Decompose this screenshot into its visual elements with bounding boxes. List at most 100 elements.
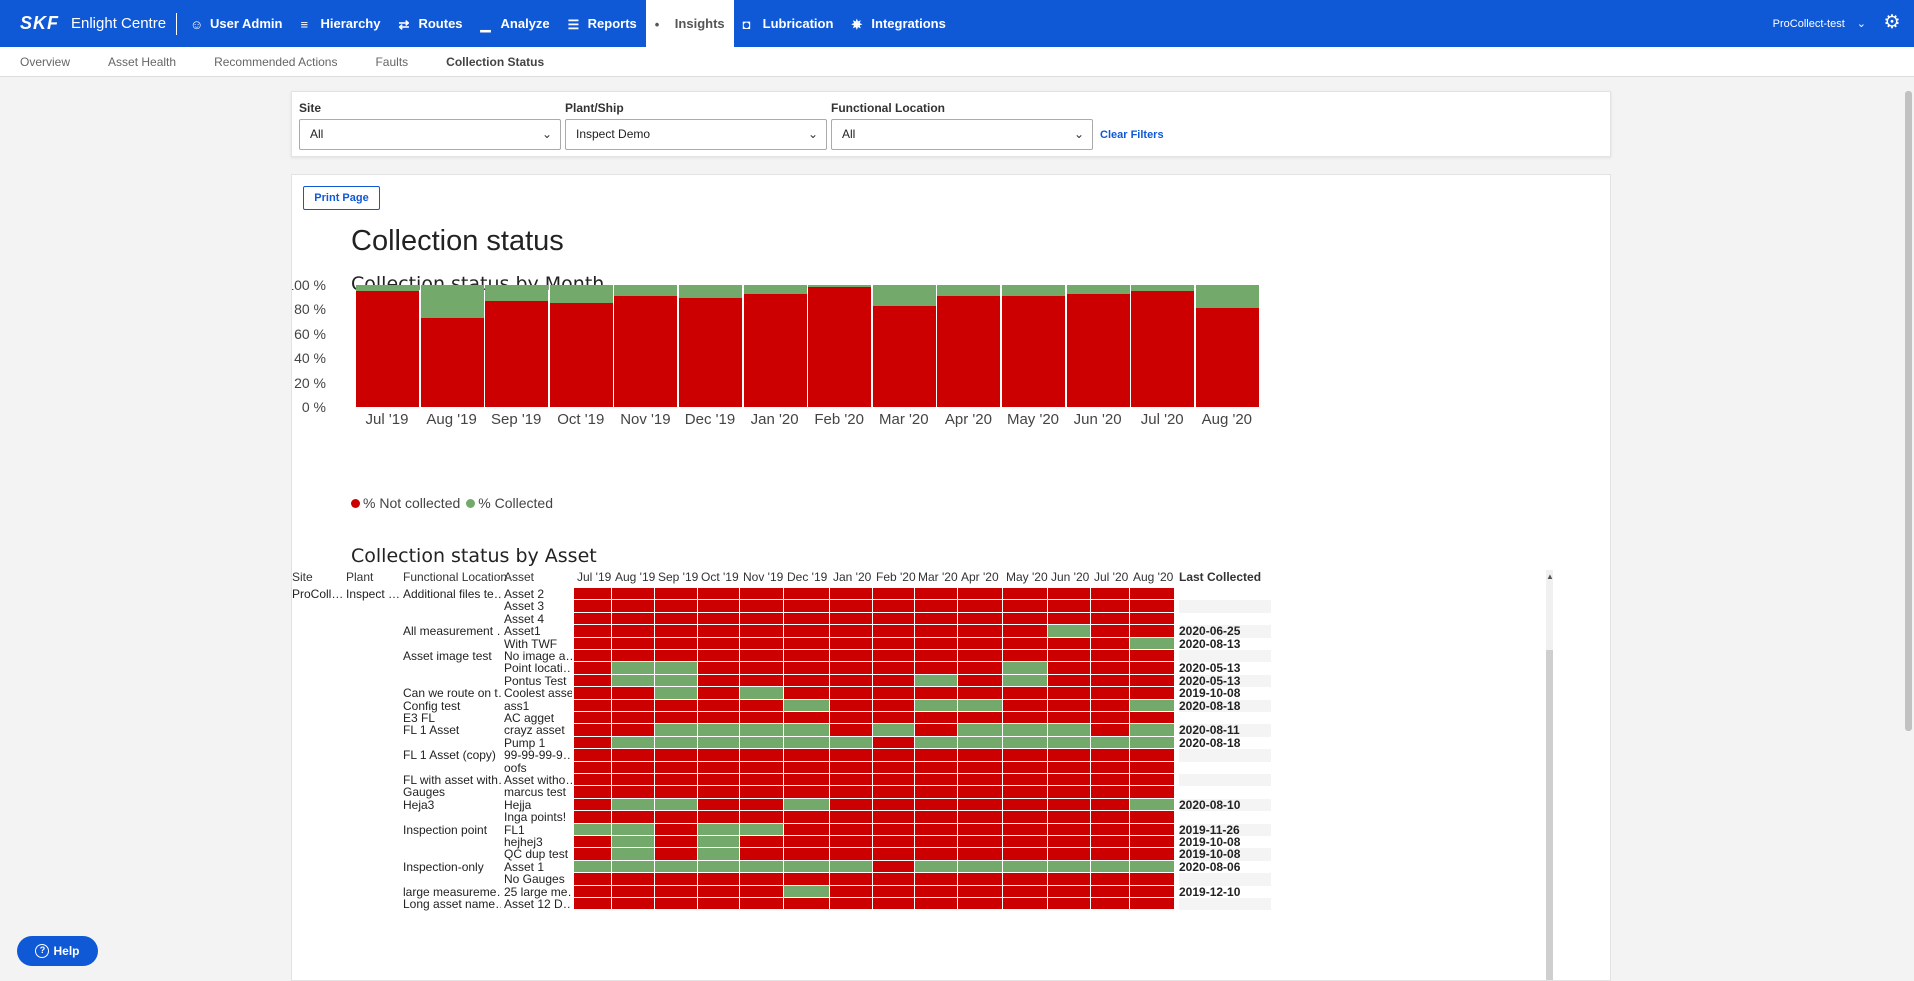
heatmap-cell[interactable] <box>873 625 915 638</box>
heatmap-cell[interactable] <box>1091 836 1130 849</box>
heatmap-cell[interactable] <box>873 637 915 650</box>
heatmap-cell[interactable] <box>655 736 698 750</box>
heatmap-cell[interactable] <box>612 650 655 663</box>
heatmap-cell[interactable] <box>1130 749 1175 762</box>
bar-segment-collected[interactable] <box>1131 285 1195 292</box>
heatmap-cell[interactable] <box>1130 724 1175 737</box>
heatmap-cell[interactable] <box>1130 650 1175 663</box>
heatmap-cell[interactable] <box>830 612 873 626</box>
table-header-month[interactable]: Feb '20 <box>876 570 916 584</box>
heatmap-cell[interactable] <box>1130 848 1175 861</box>
heatmap-cell[interactable] <box>698 588 740 601</box>
heatmap-cell[interactable] <box>655 687 698 700</box>
bar-0[interactable] <box>356 285 419 407</box>
heatmap-cell[interactable] <box>1003 600 1048 613</box>
bar-6[interactable] <box>743 285 807 407</box>
legend-item[interactable]: % Collected <box>466 495 553 511</box>
heatmap-cell[interactable] <box>1091 749 1130 762</box>
heatmap-cell[interactable] <box>1130 811 1175 824</box>
heatmap-cell[interactable] <box>612 625 655 638</box>
bar-segment-not-collected[interactable] <box>937 295 1001 407</box>
heatmap-cell[interactable] <box>915 650 958 663</box>
heatmap-cell[interactable] <box>574 761 612 774</box>
heatmap-cell[interactable] <box>873 798 915 812</box>
heatmap-cell[interactable] <box>830 898 873 911</box>
heatmap-cell[interactable] <box>915 885 958 898</box>
heatmap-cell[interactable] <box>655 798 698 812</box>
bar-segment-collected[interactable] <box>872 285 936 306</box>
heatmap-cell[interactable] <box>915 637 958 650</box>
bar-segment-not-collected[interactable] <box>1002 295 1065 407</box>
bar-5[interactable] <box>679 285 742 407</box>
heatmap-cell[interactable] <box>784 798 830 812</box>
bar-1[interactable] <box>420 285 484 407</box>
heatmap-cell[interactable] <box>574 650 612 663</box>
heatmap-cell[interactable] <box>1003 786 1048 799</box>
heatmap-cell[interactable] <box>740 674 784 688</box>
heatmap-cell[interactable] <box>873 712 915 725</box>
heatmap-cell[interactable] <box>958 823 1003 836</box>
heatmap-cell[interactable] <box>1130 712 1175 725</box>
heatmap-cell[interactable] <box>698 811 740 824</box>
page-scrollbar[interactable] <box>1903 79 1914 981</box>
heatmap-cell[interactable] <box>574 885 612 898</box>
heatmap-cell[interactable] <box>740 749 784 762</box>
heatmap-cell[interactable] <box>740 724 784 737</box>
heatmap-cell[interactable] <box>1130 898 1175 911</box>
heatmap-cell[interactable] <box>655 860 698 874</box>
heatmap-cell[interactable] <box>612 637 655 650</box>
heatmap-cell[interactable] <box>1003 724 1048 737</box>
heatmap-cell[interactable] <box>698 637 740 650</box>
plant-select[interactable]: Inspect Demo ⌄ <box>565 119 827 150</box>
heatmap-cell[interactable] <box>1003 662 1048 675</box>
heatmap-cell[interactable] <box>1091 885 1130 898</box>
heatmap-cell[interactable] <box>1048 674 1091 688</box>
heatmap-cell[interactable] <box>1003 612 1048 626</box>
heatmap-cell[interactable] <box>1091 761 1130 774</box>
heatmap-cell[interactable] <box>612 811 655 824</box>
heatmap-cell[interactable] <box>574 662 612 675</box>
heatmap-cell[interactable] <box>830 823 873 836</box>
heatmap-cell[interactable] <box>1091 811 1130 824</box>
heatmap-cell[interactable] <box>574 898 612 911</box>
heatmap-cell[interactable] <box>655 674 698 688</box>
bar-segment-not-collected[interactable] <box>420 317 484 407</box>
heatmap-cell[interactable] <box>830 811 873 824</box>
heatmap-cell[interactable] <box>612 798 655 812</box>
heatmap-cell[interactable] <box>1130 625 1175 638</box>
table-header-month[interactable]: Aug '20 <box>1133 570 1174 584</box>
heatmap-cell[interactable] <box>1130 674 1175 688</box>
heatmap-cell[interactable] <box>1091 625 1130 638</box>
heatmap-cell[interactable] <box>1091 650 1130 663</box>
heatmap-cell[interactable] <box>740 662 784 675</box>
heatmap-cell[interactable] <box>958 873 1003 886</box>
heatmap-cell[interactable] <box>830 786 873 799</box>
heatmap-cell[interactable] <box>830 848 873 861</box>
heatmap-cell[interactable] <box>873 786 915 799</box>
heatmap-cell[interactable] <box>1003 712 1048 725</box>
heatmap-cell[interactable] <box>655 774 698 787</box>
heatmap-cell[interactable] <box>698 873 740 886</box>
heatmap-cell[interactable] <box>958 588 1003 601</box>
heatmap-cell[interactable] <box>612 860 655 874</box>
table-header-month[interactable]: Jun '20 <box>1051 570 1090 584</box>
heatmap-cell[interactable] <box>1003 885 1048 898</box>
bar-segment-not-collected[interactable] <box>356 291 419 407</box>
user-menu[interactable]: ProCollect-test ⌄ <box>1773 0 1866 47</box>
heatmap-cell[interactable] <box>612 600 655 613</box>
heatmap-cell[interactable] <box>1091 724 1130 737</box>
heatmap-cell[interactable] <box>1048 749 1091 762</box>
bar-segment-not-collected[interactable] <box>743 293 807 407</box>
heatmap-cell[interactable] <box>958 612 1003 626</box>
heatmap-cell[interactable] <box>830 885 873 898</box>
heatmap-cell[interactable] <box>958 898 1003 911</box>
heatmap-cell[interactable] <box>1130 588 1175 601</box>
heatmap-cell[interactable] <box>698 798 740 812</box>
heatmap-cell[interactable] <box>830 699 873 712</box>
heatmap-cell[interactable] <box>574 699 612 712</box>
table-header-month[interactable]: Jul '20 <box>1094 570 1129 584</box>
heatmap-cell[interactable] <box>1003 637 1048 650</box>
heatmap-cell[interactable] <box>612 588 655 601</box>
nav-item-user-admin[interactable]: ☺ User Admin <box>181 0 291 47</box>
heatmap-cell[interactable] <box>612 662 655 675</box>
